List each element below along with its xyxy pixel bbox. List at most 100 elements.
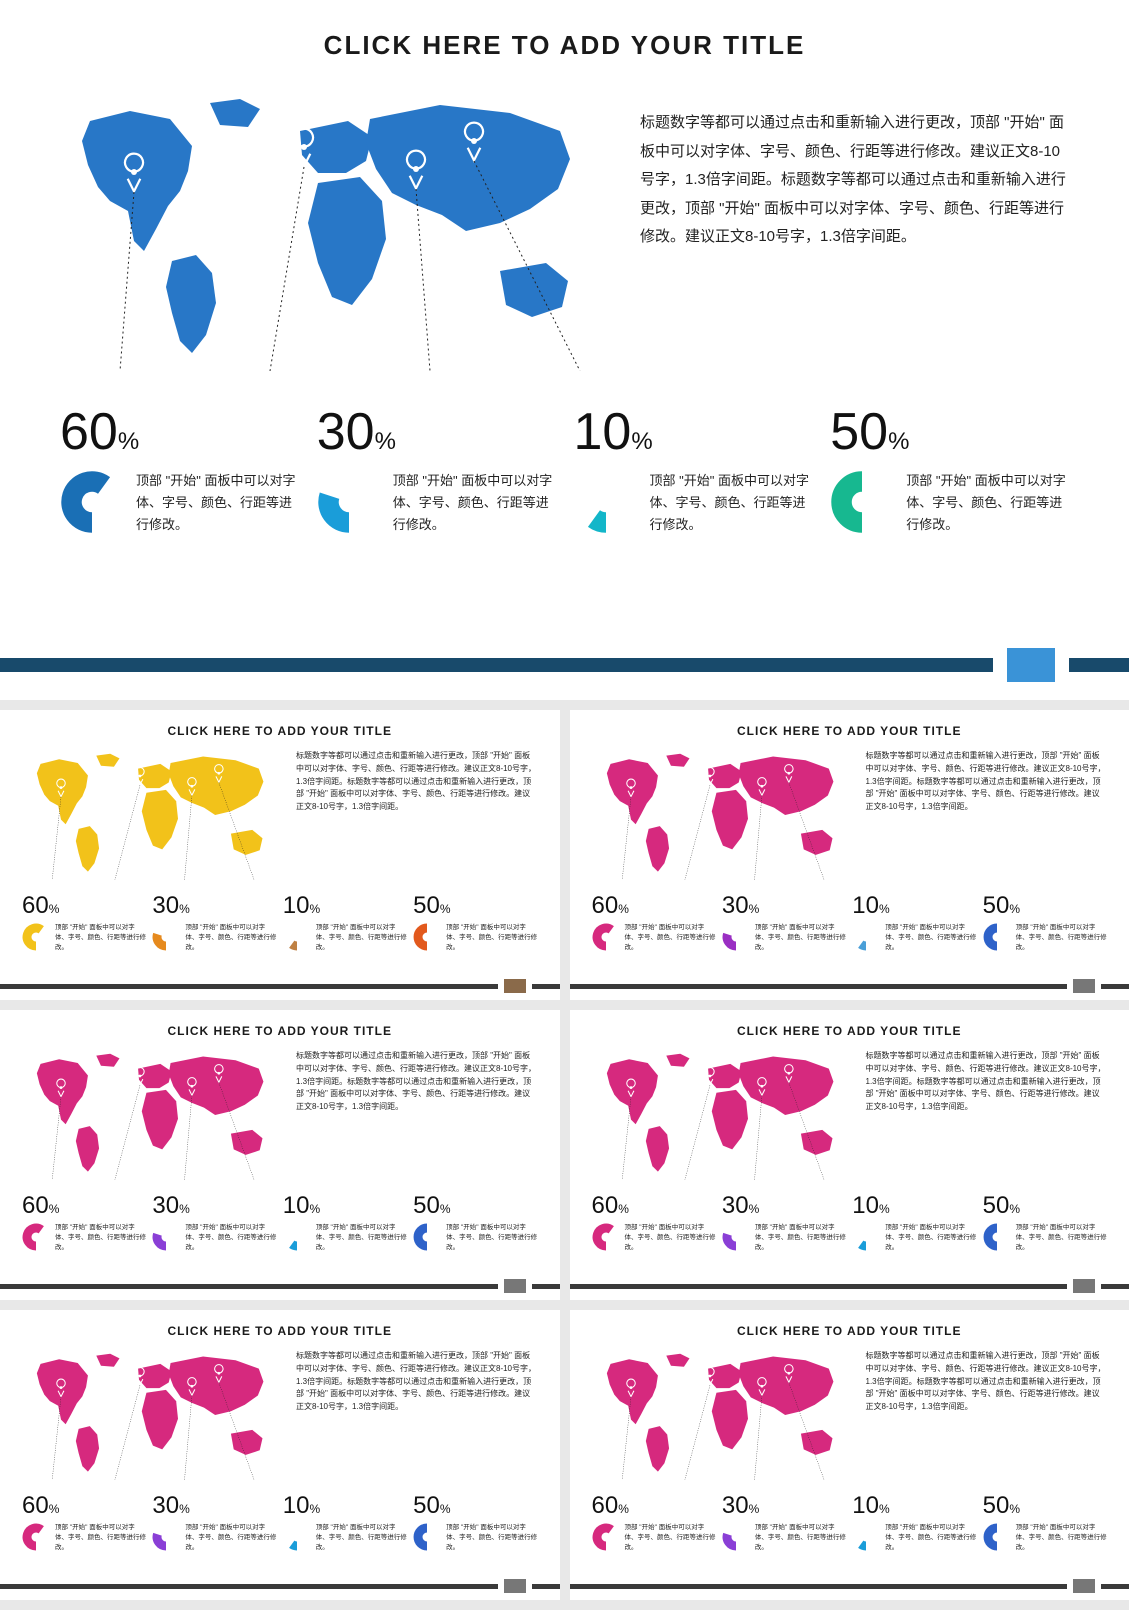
stat-block: 60% 顶部 "开始" 面板中可以对字体、字号、颜色、行距等进行修改。 — [22, 894, 146, 952]
stat-value: 60% — [60, 406, 299, 458]
stat-caption: 顶部 "开始" 面板中可以对字体、字号、颜色、行距等进行修改。 — [446, 1523, 537, 1552]
stat-caption: 顶部 "开始" 面板中可以对字体、字号、颜色、行距等进行修改。 — [625, 923, 716, 952]
stat-value: 30% — [152, 1194, 276, 1218]
stat-value: 10% — [283, 894, 407, 918]
stat-block: 50% 顶部 "开始" 面板中可以对字体、字号、颜色、行距等进行修改。 — [830, 406, 1069, 536]
stat-arc-icon — [413, 1223, 441, 1251]
stat-caption: 顶部 "开始" 面板中可以对字体、字号、颜色、行距等进行修改。 — [185, 1223, 276, 1252]
stat-arc-icon — [574, 470, 638, 534]
stats-row: 60% 顶部 "开始" 面板中可以对字体、字号、颜色、行距等进行修改。 30% … — [22, 1494, 538, 1552]
hero-body: 标题数字等都可以通过点击和重新输入进行更改，顶部 "开始" 面板中可以对字体、字… — [60, 91, 1069, 371]
stat-block: 60% 顶部 "开始" 面板中可以对字体、字号、颜色、行距等进行修改。 — [592, 1494, 716, 1552]
stat-value: 30% — [722, 894, 846, 918]
stats-row: 60% 顶部 "开始" 面板中可以对字体、字号、颜色、行距等进行修改。 30% … — [60, 406, 1069, 536]
footer-bar-right — [1101, 984, 1129, 989]
thumbnail-slide: CLICK HERE TO ADD YOUR TITLE 标题数字等都可以通过点… — [570, 710, 1129, 1000]
stat-value: 10% — [852, 1194, 976, 1218]
footer-bar-right — [1101, 1284, 1129, 1289]
stat-arc-icon — [283, 923, 311, 951]
stat-block: 10% 顶部 "开始" 面板中可以对字体、字号、颜色、行距等进行修改。 — [852, 1494, 976, 1552]
page-title: CLICK HERE TO ADD YOUR TITLE — [22, 724, 538, 738]
stat-arc-icon — [722, 1223, 750, 1251]
stat-block: 30% 顶部 "开始" 面板中可以对字体、字号、颜色、行距等进行修改。 — [152, 1194, 276, 1252]
stat-arc-icon — [22, 1223, 50, 1251]
stat-block: 10% 顶部 "开始" 面板中可以对字体、字号、颜色、行距等进行修改。 — [574, 406, 813, 536]
world-map — [60, 91, 600, 371]
page-title: CLICK HERE TO ADD YOUR TITLE — [22, 1024, 538, 1038]
thumbnail-slide: CLICK HERE TO ADD YOUR TITLE 标题数字等都可以通过点… — [0, 1010, 560, 1300]
stats-row: 60% 顶部 "开始" 面板中可以对字体、字号、颜色、行距等进行修改。 30% … — [22, 894, 538, 952]
stat-block: 50% 顶部 "开始" 面板中可以对字体、字号、颜色、行距等进行修改。 — [413, 1194, 537, 1252]
stat-arc-icon — [152, 923, 180, 951]
stat-value: 10% — [852, 1494, 976, 1518]
stat-block: 30% 顶部 "开始" 面板中可以对字体、字号、颜色、行距等进行修改。 — [722, 1494, 846, 1552]
stat-arc-icon — [22, 923, 50, 951]
stat-arc-icon — [983, 1523, 1011, 1551]
footer-bar-left — [0, 984, 498, 989]
stat-value: 30% — [152, 894, 276, 918]
footer-square — [1007, 648, 1055, 682]
stat-caption: 顶部 "开始" 面板中可以对字体、字号、颜色、行距等进行修改。 — [136, 470, 299, 536]
stat-block: 30% 顶部 "开始" 面板中可以对字体、字号、颜色、行距等进行修改。 — [152, 894, 276, 952]
page-title: CLICK HERE TO ADD YOUR TITLE — [60, 30, 1069, 61]
page-title: CLICK HERE TO ADD YOUR TITLE — [592, 1324, 1108, 1338]
stats-row: 60% 顶部 "开始" 面板中可以对字体、字号、颜色、行距等进行修改。 30% … — [592, 1494, 1108, 1552]
world-map — [592, 1350, 852, 1480]
stat-caption: 顶部 "开始" 面板中可以对字体、字号、颜色、行距等进行修改。 — [625, 1523, 716, 1552]
page-title: CLICK HERE TO ADD YOUR TITLE — [592, 1024, 1108, 1038]
stat-arc-icon — [317, 470, 381, 534]
description-text: 标题数字等都可以通过点击和重新输入进行更改，顶部 "开始" 面板中可以对字体、字… — [866, 1050, 1108, 1180]
stat-value: 30% — [317, 406, 556, 458]
stat-block: 10% 顶部 "开始" 面板中可以对字体、字号、颜色、行距等进行修改。 — [852, 1194, 976, 1252]
stat-block: 10% 顶部 "开始" 面板中可以对字体、字号、颜色、行距等进行修改。 — [283, 1194, 407, 1252]
stat-arc-icon — [592, 923, 620, 951]
page-title: CLICK HERE TO ADD YOUR TITLE — [22, 1324, 538, 1338]
stat-caption: 顶部 "开始" 面板中可以对字体、字号、颜色、行距等进行修改。 — [446, 1223, 537, 1252]
stat-value: 50% — [413, 1194, 537, 1218]
footer-bar — [0, 648, 1129, 682]
stat-arc-icon — [830, 470, 894, 534]
stat-block: 60% 顶部 "开始" 面板中可以对字体、字号、颜色、行距等进行修改。 — [592, 894, 716, 952]
stat-arc-icon — [413, 1523, 441, 1551]
footer-bar — [0, 1579, 560, 1593]
stat-caption: 顶部 "开始" 面板中可以对字体、字号、颜色、行距等进行修改。 — [55, 1223, 146, 1252]
stat-value: 30% — [152, 1494, 276, 1518]
stat-block: 30% 顶部 "开始" 面板中可以对字体、字号、颜色、行距等进行修改。 — [317, 406, 556, 536]
stat-caption: 顶部 "开始" 面板中可以对字体、字号、颜色、行距等进行修改。 — [885, 1523, 976, 1552]
stat-caption: 顶部 "开始" 面板中可以对字体、字号、颜色、行距等进行修改。 — [755, 923, 846, 952]
stat-arc-icon — [413, 923, 441, 951]
thumbnail-slide: CLICK HERE TO ADD YOUR TITLE 标题数字等都可以通过点… — [570, 1010, 1129, 1300]
hero-slide: CLICK HERE TO ADD YOUR TITLE 标题数字等都可以通过点… — [0, 0, 1129, 700]
footer-bar-left — [570, 1584, 1068, 1589]
stat-caption: 顶部 "开始" 面板中可以对字体、字号、颜色、行距等进行修改。 — [393, 470, 556, 536]
stat-value: 60% — [22, 894, 146, 918]
footer-square — [504, 1579, 526, 1593]
footer-bar-right — [1069, 658, 1129, 672]
footer-bar-left — [0, 658, 993, 672]
stat-arc-icon — [283, 1523, 311, 1551]
stat-caption: 顶部 "开始" 面板中可以对字体、字号、颜色、行距等进行修改。 — [885, 923, 976, 952]
footer-bar-left — [0, 1284, 498, 1289]
footer-bar-left — [570, 984, 1068, 989]
stat-block: 30% 顶部 "开始" 面板中可以对字体、字号、颜色、行距等进行修改。 — [152, 1494, 276, 1552]
stat-value: 50% — [413, 894, 537, 918]
stats-row: 60% 顶部 "开始" 面板中可以对字体、字号、颜色、行距等进行修改。 30% … — [22, 1194, 538, 1252]
thumbnail-slide: CLICK HERE TO ADD YOUR TITLE 标题数字等都可以通过点… — [0, 710, 560, 1000]
stat-value: 10% — [283, 1494, 407, 1518]
stat-block: 60% 顶部 "开始" 面板中可以对字体、字号、颜色、行距等进行修改。 — [22, 1494, 146, 1552]
stat-arc-icon — [722, 1523, 750, 1551]
stat-caption: 顶部 "开始" 面板中可以对字体、字号、颜色、行距等进行修改。 — [1016, 923, 1107, 952]
description-text: 标题数字等都可以通过点击和重新输入进行更改，顶部 "开始" 面板中可以对字体、字… — [296, 750, 538, 880]
stat-value: 30% — [722, 1494, 846, 1518]
stat-caption: 顶部 "开始" 面板中可以对字体、字号、颜色、行距等进行修改。 — [885, 1223, 976, 1252]
footer-bar — [0, 979, 560, 993]
stat-arc-icon — [592, 1523, 620, 1551]
stat-block: 10% 顶部 "开始" 面板中可以对字体、字号、颜色、行距等进行修改。 — [283, 1494, 407, 1552]
stat-block: 60% 顶部 "开始" 面板中可以对字体、字号、颜色、行距等进行修改。 — [60, 406, 299, 536]
footer-bar — [0, 1279, 560, 1293]
description-text: 标题数字等都可以通过点击和重新输入进行更改，顶部 "开始" 面板中可以对字体、字… — [866, 750, 1108, 880]
footer-bar-right — [532, 1284, 560, 1289]
stat-caption: 顶部 "开始" 面板中可以对字体、字号、颜色、行距等进行修改。 — [185, 1523, 276, 1552]
stat-value: 60% — [22, 1194, 146, 1218]
stat-value: 50% — [830, 406, 1069, 458]
